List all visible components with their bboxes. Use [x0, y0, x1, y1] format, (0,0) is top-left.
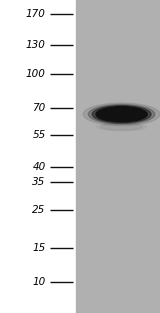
Ellipse shape	[83, 103, 160, 126]
Ellipse shape	[101, 123, 142, 130]
Text: 15: 15	[32, 243, 46, 253]
Ellipse shape	[97, 123, 147, 131]
Text: 130: 130	[26, 40, 46, 50]
Ellipse shape	[88, 105, 155, 124]
Text: 70: 70	[32, 103, 46, 113]
Bar	[76, 0, 160, 313]
Ellipse shape	[96, 107, 147, 122]
Text: 40: 40	[32, 162, 46, 172]
Text: 55: 55	[32, 130, 46, 140]
Text: 25: 25	[32, 205, 46, 215]
Text: 35: 35	[32, 177, 46, 187]
Ellipse shape	[92, 105, 151, 123]
Bar	[0, 0, 76, 313]
Text: 170: 170	[26, 9, 46, 19]
Text: 10: 10	[32, 277, 46, 287]
Text: 100: 100	[26, 69, 46, 79]
